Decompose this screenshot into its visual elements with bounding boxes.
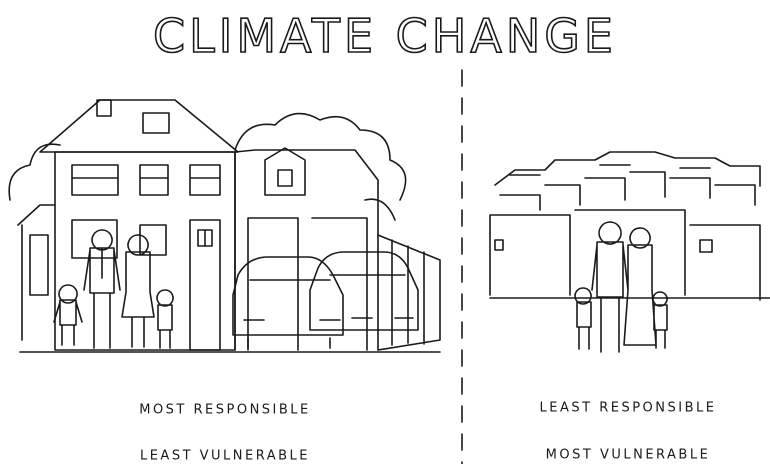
caption: MOST VULNERABLE bbox=[546, 448, 711, 463]
caption: LEAST RESPONSIBLE bbox=[540, 401, 717, 416]
dormer bbox=[265, 148, 305, 195]
rich-scene bbox=[9, 100, 440, 352]
cartoon: CLIMATE CHANGE MOST RESPONSIBLE LEAST VU… bbox=[0, 0, 770, 464]
family-poor bbox=[575, 222, 667, 352]
lower-windows bbox=[72, 220, 166, 258]
house-roof bbox=[40, 100, 238, 152]
poor-scene bbox=[490, 152, 770, 352]
side-shed bbox=[18, 205, 55, 340]
caption: MOST RESPONSIBLE bbox=[139, 403, 311, 418]
walls bbox=[490, 210, 760, 300]
door bbox=[190, 220, 220, 350]
caption: LEAST VULNERABLE bbox=[140, 449, 310, 464]
car-2 bbox=[310, 252, 418, 330]
shack-roofs bbox=[495, 152, 760, 210]
trees bbox=[9, 114, 405, 220]
car-1 bbox=[233, 257, 343, 348]
chimney bbox=[97, 100, 111, 116]
upper-windows bbox=[72, 165, 220, 195]
attic-window bbox=[143, 113, 169, 133]
title: CLIMATE CHANGE bbox=[153, 9, 617, 63]
